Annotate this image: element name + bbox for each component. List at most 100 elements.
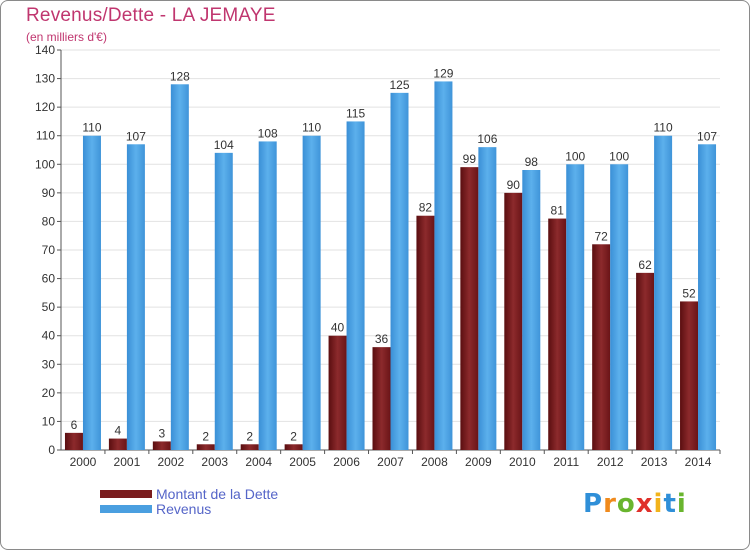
bar-revenue [214,152,233,450]
bar-revenue [610,164,629,451]
data-label-revenue: 115 [346,106,365,120]
x-tick-label: 2006 [333,455,360,469]
logo-letter: i [653,489,664,519]
bar-revenue [390,92,409,450]
y-tick-label: 50 [42,300,56,314]
data-label-debt: 40 [331,321,345,335]
x-tick-label: 2013 [641,455,668,469]
data-label-revenue: 100 [609,149,629,163]
x-tick-label: 2002 [157,455,184,469]
legend-swatch-debt [100,489,152,498]
x-tick-label: 2014 [685,455,712,469]
y-tick-label: 110 [36,129,55,143]
bar-revenue [170,84,189,451]
data-label-revenue: 125 [389,78,409,92]
legend-item-debt: Montant de la Dette [100,485,279,502]
chart-subtitle: (en milliers d'€) [26,30,107,44]
legend-swatch-revenue [100,504,152,513]
bar-revenue [126,144,145,451]
y-tick-label: 90 [42,186,56,200]
bar-debt [240,444,259,450]
bar-debt [548,218,567,450]
bar-revenue [434,81,453,450]
data-label-debt: 4 [115,424,122,438]
bar-debt [416,215,435,450]
data-label-revenue: 107 [126,129,146,143]
data-label-revenue: 110 [302,121,321,135]
logo-letter: i [676,489,687,519]
bar-debt [372,347,391,450]
y-tick-label: 130 [35,72,55,86]
x-tick-label: 2007 [377,455,404,469]
data-label-debt: 62 [638,258,652,272]
x-tick-label: 2008 [421,455,448,469]
bar-debt [680,301,699,450]
data-label-debt: 81 [551,204,565,218]
y-tick-label: 80 [42,214,56,228]
data-label-debt: 2 [202,429,209,443]
x-tick-label: 2010 [509,455,536,469]
x-tick-label: 2009 [465,455,492,469]
data-label-revenue: 110 [654,121,673,135]
data-label-revenue: 108 [258,126,278,140]
data-label-debt: 52 [682,286,696,300]
x-tick-label: 2004 [245,455,272,469]
bar-debt [64,432,83,450]
bar-debt [504,192,523,450]
legend-label-revenue: Revenus [156,500,212,517]
bar-revenue [522,170,541,450]
bar-debt [592,244,611,450]
y-tick-label: 100 [35,157,55,171]
bar-revenue [654,135,673,450]
chart-title: Revenus/Dette - LA JEMAYE [26,5,276,26]
bar-revenue [82,135,101,450]
y-tick-label: 70 [42,243,56,257]
data-label-revenue: 106 [477,132,497,146]
logo-letter: x [635,489,654,519]
data-label-debt: 3 [158,426,165,440]
data-label-debt: 2 [290,429,297,443]
data-label-debt: 72 [594,229,608,243]
x-tick-label: 2003 [201,455,228,469]
bar-revenue [346,121,365,450]
data-label-revenue: 129 [433,66,453,80]
x-tick-label: 2000 [70,455,97,469]
x-tick-label: 2011 [553,455,579,469]
bar-revenue [478,147,497,450]
y-tick-label: 120 [35,100,55,114]
bar-debt [328,335,347,450]
data-label-debt: 6 [71,418,78,432]
y-tick-label: 60 [42,272,56,286]
bar-debt [152,441,171,450]
bar-debt [460,167,479,450]
bar-revenue [566,164,585,451]
logo-letter: t [663,489,677,519]
data-label-revenue: 110 [82,121,101,135]
data-label-revenue: 98 [525,155,539,169]
legend: Montant de la Dette Revenus [100,485,279,517]
logo-letter: r [603,489,617,519]
data-label-debt: 36 [375,332,389,346]
logo-letter: P [583,489,604,519]
data-label-revenue: 104 [214,138,234,152]
bar-revenue [302,135,321,450]
y-tick-label: 140 [35,43,55,57]
bar-debt [636,272,655,450]
bar-debt [108,438,127,450]
data-label-revenue: 107 [697,129,717,143]
data-label-debt: 2 [246,429,253,443]
data-label-debt: 90 [507,178,521,192]
bar-debt [196,444,215,450]
bar-revenue [258,141,277,450]
x-tick-label: 2005 [289,455,316,469]
data-label-revenue: 100 [565,149,585,163]
x-tick-label: 2001 [114,455,141,469]
y-tick-label: 40 [42,329,56,343]
legend-label-debt: Montant de la Dette [156,485,279,502]
data-label-debt: 82 [419,201,433,215]
logo-letter: o [616,489,636,519]
proxiti-logo: Proxiti [583,489,687,519]
bar-revenue [698,144,717,451]
legend-item-revenue: Revenus [100,500,278,517]
